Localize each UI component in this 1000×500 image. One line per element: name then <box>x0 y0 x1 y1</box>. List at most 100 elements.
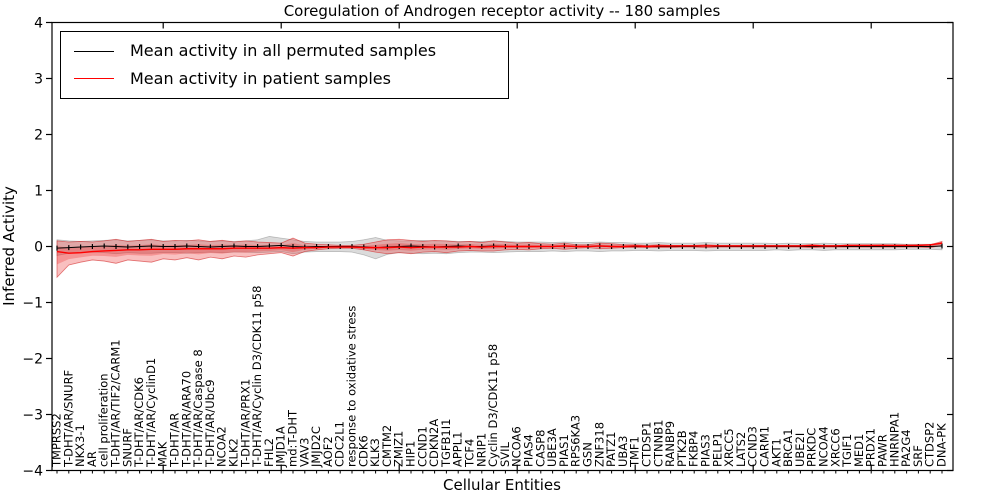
x-category-label: T-DHT/AR/Cyclin D3/CDK11 p58 <box>250 286 264 468</box>
x-category-label: AOF2 <box>321 436 335 467</box>
x-category-label: XRCC5 <box>722 428 736 467</box>
x-category-label: CTDSP2 <box>923 422 937 467</box>
x-category-label: FKBP4 <box>687 431 701 467</box>
x-category-label: AKT1 <box>769 438 783 467</box>
x-category-label: HIP1 <box>404 441 418 467</box>
legend-item-patient: Mean activity in patient samples <box>74 68 508 88</box>
x-category-label: TGFB1I1 <box>439 419 453 468</box>
x-category-label: PRKDC <box>805 428 819 467</box>
x-category-label: KLK2 <box>227 438 241 467</box>
x-category-label: DNA-PK <box>935 423 949 467</box>
x-category-label: T-DHT/AR <box>168 413 182 468</box>
permuted-band <box>56 236 943 260</box>
x-category-label: CASP8 <box>533 430 547 467</box>
x-category-label: HNRNPA1 <box>887 412 901 467</box>
x-category-label: RANBP9 <box>663 421 677 467</box>
x-category-label: CTNNB1 <box>651 420 665 467</box>
x-category-label: FHL2 <box>262 438 276 467</box>
x-category-label: RPS6KA3 <box>569 415 583 467</box>
legend-label-patient: Mean activity in patient samples <box>130 68 391 88</box>
y-tick-label: 1 <box>34 183 43 199</box>
x-category-label: T-DHT/AR/Caspase 8 <box>191 349 205 468</box>
legend-line-black-icon <box>74 50 114 52</box>
x-category-label: T-DHT/AR/CDK6 <box>132 377 146 468</box>
x-category-label: CDC2L1 <box>333 421 347 467</box>
legend-label-permuted: Mean activity in all permuted samples <box>130 41 437 61</box>
x-category-label: GSN <box>581 442 595 467</box>
y-tick-label: 0 <box>34 239 43 255</box>
x-category-label: T-DHT/AR/SNURF <box>61 370 75 468</box>
x-category-label: md:T-DHT <box>286 409 300 467</box>
x-category-label: VAV3 <box>297 438 311 467</box>
x-category-label: TMF1 <box>628 436 642 468</box>
x-category-label: LATS2 <box>734 432 748 467</box>
x-category-label: PRDX1 <box>864 428 878 467</box>
x-category-label: MED1 <box>852 434 866 467</box>
y-tick-label: 2 <box>34 127 43 143</box>
x-category-label: T-DHT/AR/Ubc9 <box>203 379 217 468</box>
x-category-label: CCND3 <box>746 426 760 467</box>
x-category-label: MAK <box>156 441 170 467</box>
x-axis-title: Cellular Entities <box>443 476 561 494</box>
x-category-label: JMJD1A <box>274 426 288 468</box>
chart-title: Coregulation of Androgen receptor activi… <box>284 2 721 20</box>
x-category-label: NCOA6 <box>510 426 524 467</box>
x-category-label: ZMIZ1 <box>392 431 406 467</box>
x-category-label: BRCA1 <box>781 428 795 467</box>
x-minor-ticks <box>56 470 943 474</box>
x-category-label: UBE3A <box>545 428 559 467</box>
x-category-label: ZNF318 <box>592 422 606 467</box>
x-category-label: PIAS4 <box>522 434 536 467</box>
x-category-label: SRF <box>911 445 925 467</box>
x-category-label: XRCC6 <box>828 428 842 467</box>
x-category-label: CCND1 <box>415 426 429 467</box>
x-category-label: PIAS3 <box>699 434 713 467</box>
x-category-label: SVIL <box>498 441 512 467</box>
x-category-label: JMJD2C <box>309 426 323 468</box>
plot-area: 4 3 2 1 0 −1 −2 −3 −4 TMPRSS2T-DHT/AR/SNURFNKX3-1… <box>22 15 954 479</box>
x-category-label: CARM1 <box>758 426 772 467</box>
patient-line <box>56 242 943 254</box>
y-axis-title: Inferred Activity <box>0 186 18 306</box>
x-category-label: AR <box>85 451 99 467</box>
x-category-label: APPL1 <box>451 432 465 467</box>
x-category-label: T-DHT/AR/PRX1 <box>238 379 252 468</box>
x-category-label: PTK2B <box>675 430 689 467</box>
x-category-label: T-DHT/AR/CyclinD1 <box>144 358 158 468</box>
x-category-label: NRIP1 <box>474 433 488 467</box>
x-category-label: NCOA2 <box>215 426 229 467</box>
x-category-label: PELP1 <box>710 432 724 467</box>
x-category-label: CTDSP1 <box>640 422 654 467</box>
y-tick-label: −1 <box>22 295 43 311</box>
x-category-label: Cyclin D3/CDK11 p58 <box>486 344 500 467</box>
legend-item-permuted: Mean activity in all permuted samples <box>74 43 508 59</box>
x-category-label: response to oxidative stress <box>345 306 359 467</box>
x-category-label: KLK3 <box>368 438 382 467</box>
x-category-label: PATZ1 <box>604 432 618 467</box>
legend-line-red-icon <box>74 78 114 80</box>
x-category-label: PA2G4 <box>899 429 913 467</box>
x-category-label: TMPRSS2 <box>50 413 64 468</box>
x-category-label: TCF4 <box>463 439 477 468</box>
x-category-label: CMTM2 <box>380 425 394 467</box>
legend: Mean activity in all permuted samples Me… <box>60 31 509 99</box>
x-category-label: NKX3-1 <box>73 424 87 467</box>
y-tick-label: −4 <box>22 463 43 479</box>
x-category-label: UBE2I <box>793 433 807 467</box>
x-category-label: CDK6 <box>356 435 370 467</box>
y-tick-label: 3 <box>34 71 43 87</box>
x-category-label: T-DHT/AR/ARA70 <box>179 371 193 468</box>
x-category-label: PIAS1 <box>557 434 571 467</box>
y-tick-label: −2 <box>22 351 43 367</box>
x-category-label: SNURF <box>120 428 134 467</box>
x-category-label: TGIF1 <box>840 434 854 468</box>
x-category-label: UBA3 <box>616 436 630 468</box>
y-tick-label: 4 <box>34 15 43 31</box>
x-category-label: CDKN2A <box>427 419 441 467</box>
x-category-label: PAWR <box>876 434 890 467</box>
x-category-label: cell proliferation <box>97 373 111 467</box>
x-category-label: T-DHT/AR/TIF2/CARM1 <box>109 339 123 468</box>
x-category-label: NCOA4 <box>817 426 831 467</box>
